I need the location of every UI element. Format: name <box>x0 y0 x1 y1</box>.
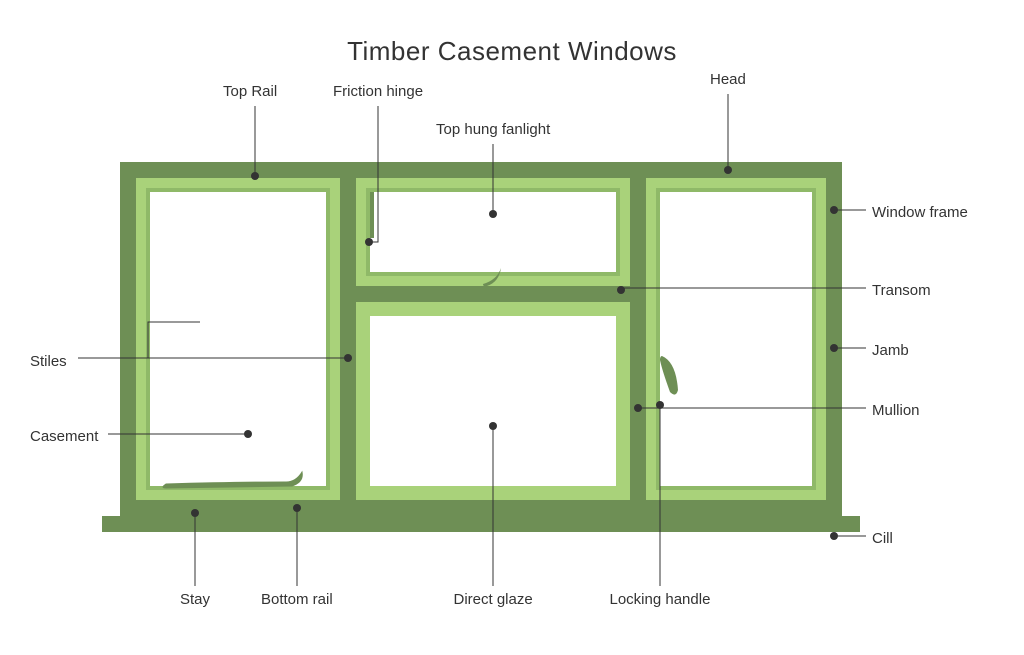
dot-head <box>724 166 732 174</box>
label-mullion: Mullion <box>872 403 920 418</box>
dot-fanlight <box>489 210 497 218</box>
label-top-rail: Top Rail <box>223 84 277 99</box>
cill-rect <box>102 516 860 532</box>
dot-bottom-rail <box>293 504 301 512</box>
label-jamb: Jamb <box>872 343 909 358</box>
dot-friction-hinge <box>365 238 373 246</box>
mullion-1 <box>340 178 356 500</box>
dot-casement <box>244 430 252 438</box>
label-cill: Cill <box>872 531 893 546</box>
dot-jamb <box>830 344 838 352</box>
dot-stay <box>191 509 199 517</box>
dot-mullion <box>634 404 642 412</box>
label-head: Head <box>710 72 746 87</box>
dot-stiles <box>344 354 352 362</box>
friction-hinge-icon <box>370 192 374 238</box>
dot-direct-glaze <box>489 422 497 430</box>
label-fanlight: Top hung fanlight <box>436 122 550 137</box>
label-friction-hinge: Friction hinge <box>333 84 423 99</box>
diagram-stage: Timber Casement Windows Top RailFriction… <box>0 0 1024 655</box>
mullion-2 <box>630 178 646 500</box>
dot-locking-handle <box>656 401 664 409</box>
dot-window-frame <box>830 206 838 214</box>
transom-rect <box>356 286 630 302</box>
dot-transom <box>617 286 625 294</box>
label-locking-handle: Locking handle <box>610 592 711 607</box>
label-casement: Casement <box>30 429 98 444</box>
diagram-svg <box>0 0 1024 655</box>
dot-cill <box>830 532 838 540</box>
label-window-frame: Window frame <box>872 205 968 220</box>
dot-top-rail <box>251 172 259 180</box>
label-bottom-rail: Bottom rail <box>261 592 333 607</box>
label-stay: Stay <box>180 592 210 607</box>
label-direct-glaze: Direct glaze <box>454 592 533 607</box>
label-transom: Transom <box>872 283 931 298</box>
label-stiles: Stiles <box>30 354 67 369</box>
